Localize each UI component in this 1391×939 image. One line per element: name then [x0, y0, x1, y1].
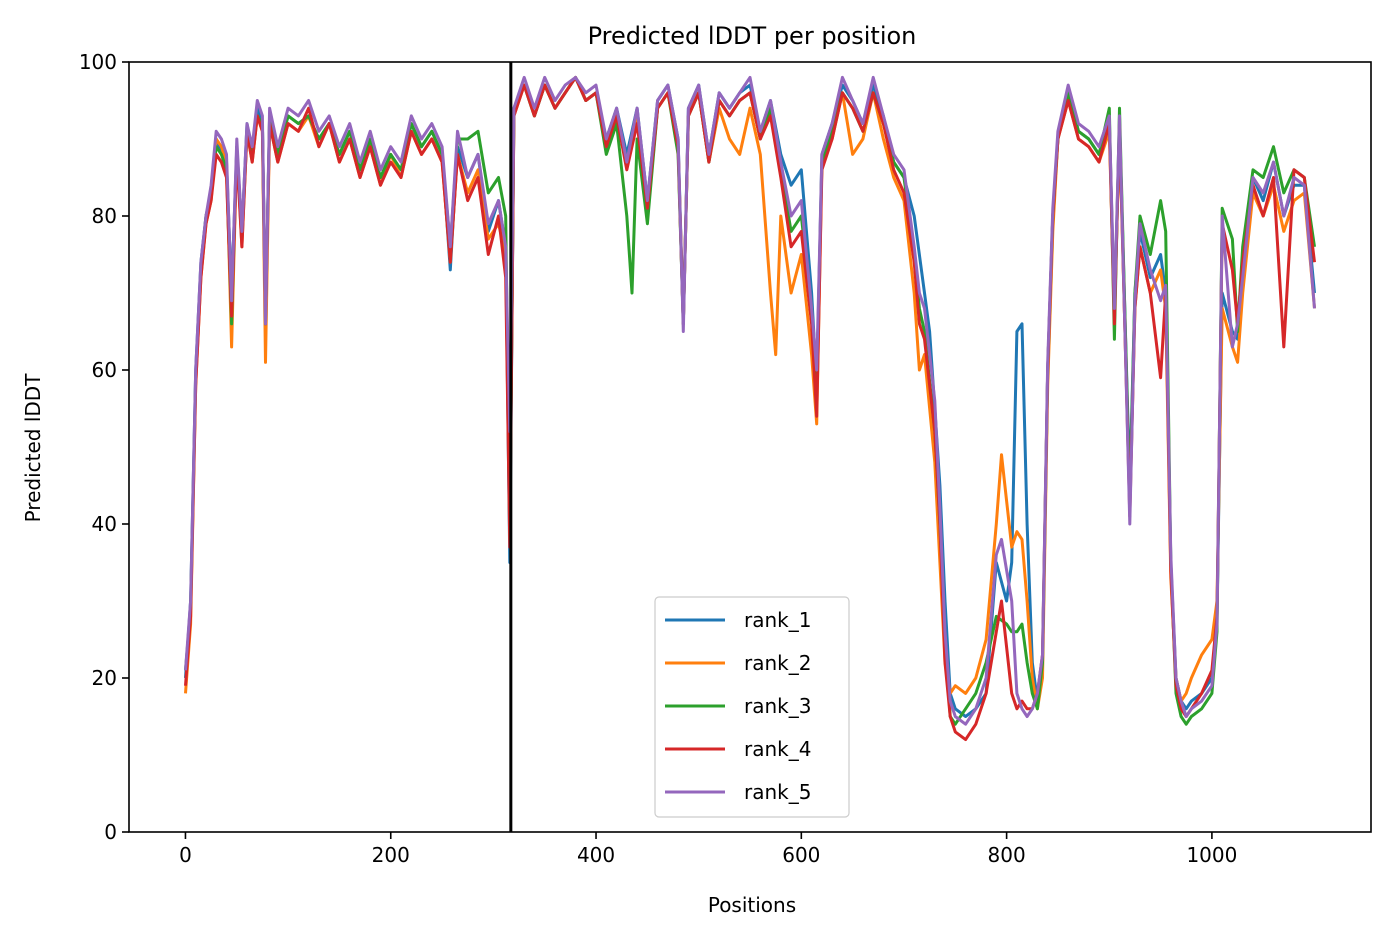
chart-title: Predicted lDDT per position: [588, 22, 917, 50]
y-tick-label: 20: [92, 666, 117, 690]
y-tick-label: 0: [104, 820, 117, 844]
x-axis-label: Positions: [708, 893, 796, 917]
legend-label-rank_1: rank_1: [744, 608, 811, 632]
legend: rank_1 rank_2 rank_3 rank_4 rank_5: [654, 596, 850, 818]
series-line-rank_5: [184, 75, 1316, 726]
x-tick-label: 400: [577, 843, 615, 867]
legend-label-rank_4: rank_4: [744, 737, 811, 761]
plot-lines: [184, 62, 1316, 832]
x-tick-label: 600: [782, 843, 820, 867]
y-tick-label: 100: [79, 50, 117, 74]
plot-frame: [128, 61, 1372, 833]
y-axis-label: Predicted lDDT: [21, 373, 45, 523]
x-tick-label: 200: [372, 843, 410, 867]
x-tick-label: 0: [179, 843, 192, 867]
legend-label-rank_2: rank_2: [744, 651, 811, 675]
x-tick-label: 800: [988, 843, 1026, 867]
y-tick-label: 40: [92, 512, 117, 536]
y-tick-label: 80: [92, 204, 117, 228]
x-axis-ticks: 0 200 400 600 800 1000: [179, 832, 1237, 867]
legend-label-rank_3: rank_3: [744, 694, 811, 718]
x-tick-label: 1000: [1186, 843, 1237, 867]
y-tick-label: 60: [92, 358, 117, 382]
legend-box: [654, 596, 850, 818]
y-axis-ticks: 0 20 40 60 80 100: [79, 50, 129, 844]
legend-label-rank_5: rank_5: [744, 780, 811, 804]
